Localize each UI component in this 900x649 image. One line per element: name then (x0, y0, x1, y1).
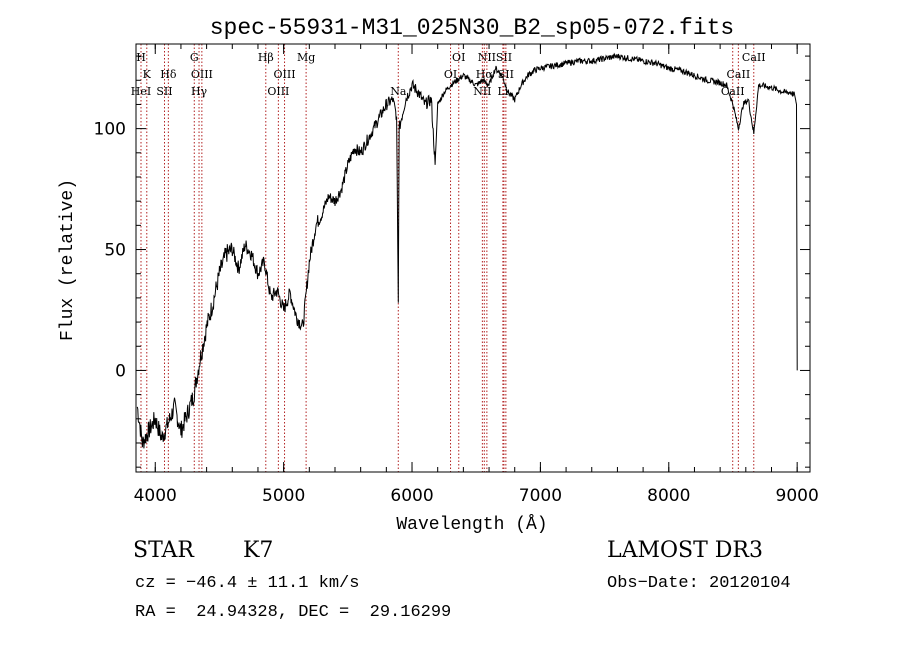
line-label: G (190, 51, 199, 64)
line-label: Li (497, 85, 508, 98)
observation-date: Obs−Date: 20120104 (607, 574, 791, 593)
x-tick-label: 6000 (390, 486, 433, 506)
plot-frame (135, 43, 811, 473)
line-label: Hγ (191, 85, 208, 98)
coordinates: RA = 24.94328, DEC = 29.16299 (135, 603, 452, 622)
line-label: CaII (727, 68, 751, 81)
line-label: Mg (297, 51, 315, 64)
y-tick-label: 0 (115, 361, 126, 381)
line-label: K (143, 68, 152, 81)
y-axis-label: Flux (relative) (58, 179, 78, 341)
line-label: OIII (267, 85, 289, 98)
line-label: Na (390, 85, 407, 98)
line-label: HeI (131, 85, 151, 98)
x-tick-label: 9000 (776, 486, 819, 506)
spectrum-line (136, 52, 798, 449)
line-label: Hδ (160, 68, 177, 81)
y-tick-label: 100 (94, 120, 126, 140)
survey-name: LAMOST DR3 (607, 538, 763, 563)
line-label: OIII (274, 68, 296, 81)
y-tick-label: 50 (104, 241, 126, 261)
object-subclass: K7 (243, 538, 274, 563)
x-axis-label: Wavelength (Å) (396, 514, 547, 535)
x-tick-label: 4000 (134, 486, 177, 506)
redshift-cz: cz = −46.4 ± 11.1 km/s (135, 574, 360, 593)
line-label: NII (478, 51, 496, 64)
line-label: SII (496, 51, 512, 64)
chart-title: spec-55931-M31_025N30_B2_sp05-072.fits (210, 15, 735, 41)
x-tick-label: 8000 (647, 486, 690, 506)
x-tick-label: 7000 (519, 486, 562, 506)
object-class: STAR (133, 538, 194, 563)
x-tick-label: 5000 (262, 486, 305, 506)
line-label: Hβ (258, 51, 274, 64)
line-label: Hα (476, 68, 494, 81)
line-label: CaII (721, 85, 745, 98)
line-label: H (136, 51, 146, 64)
line-label: CaII (742, 51, 766, 64)
line-label: OI (444, 68, 457, 81)
axis-ticks: 4000 5000 6000 7000 8000 9000 0 50 100 (94, 44, 819, 506)
line-label: SII (156, 85, 172, 98)
line-label: NII (473, 85, 491, 98)
line-label: OIII (191, 68, 213, 81)
line-label: OI (452, 51, 465, 64)
